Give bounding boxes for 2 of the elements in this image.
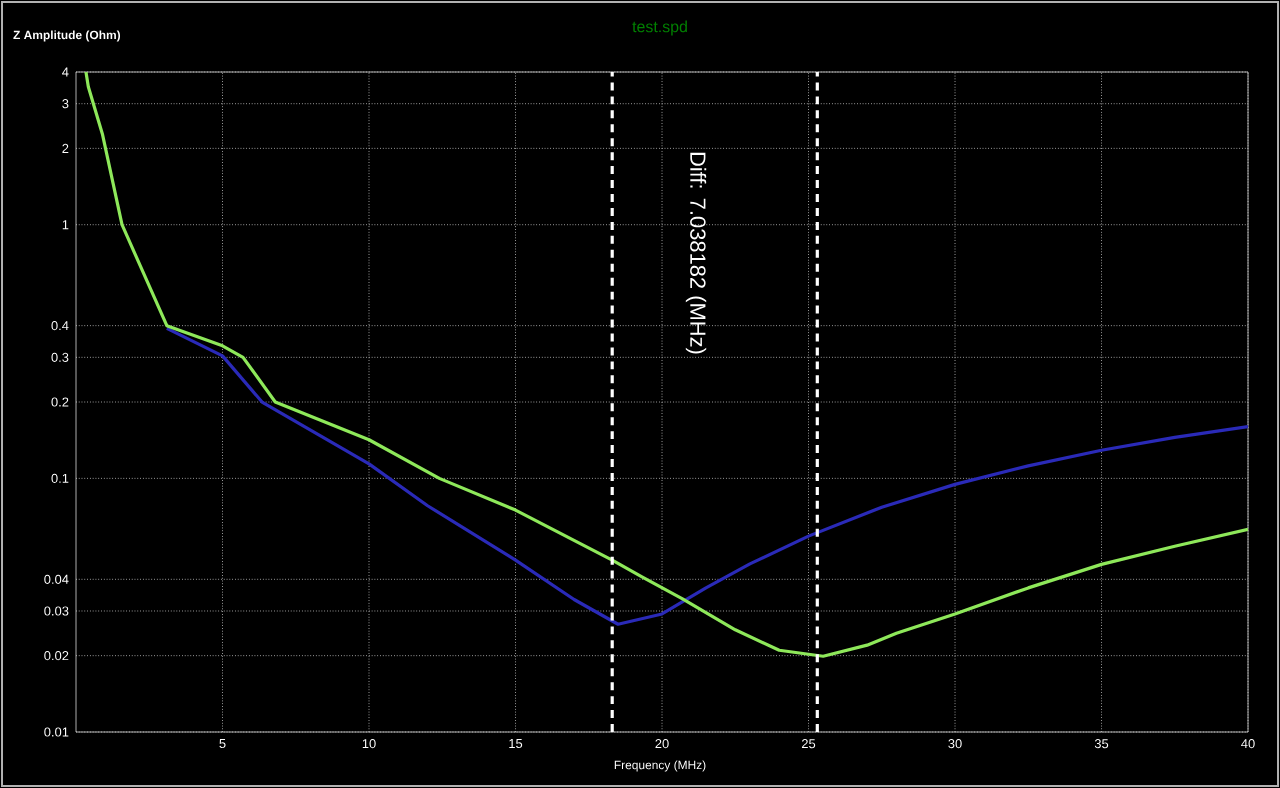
annotation: Diff: 7.038182 (MHz) xyxy=(685,152,707,354)
line-series xyxy=(84,72,1249,658)
